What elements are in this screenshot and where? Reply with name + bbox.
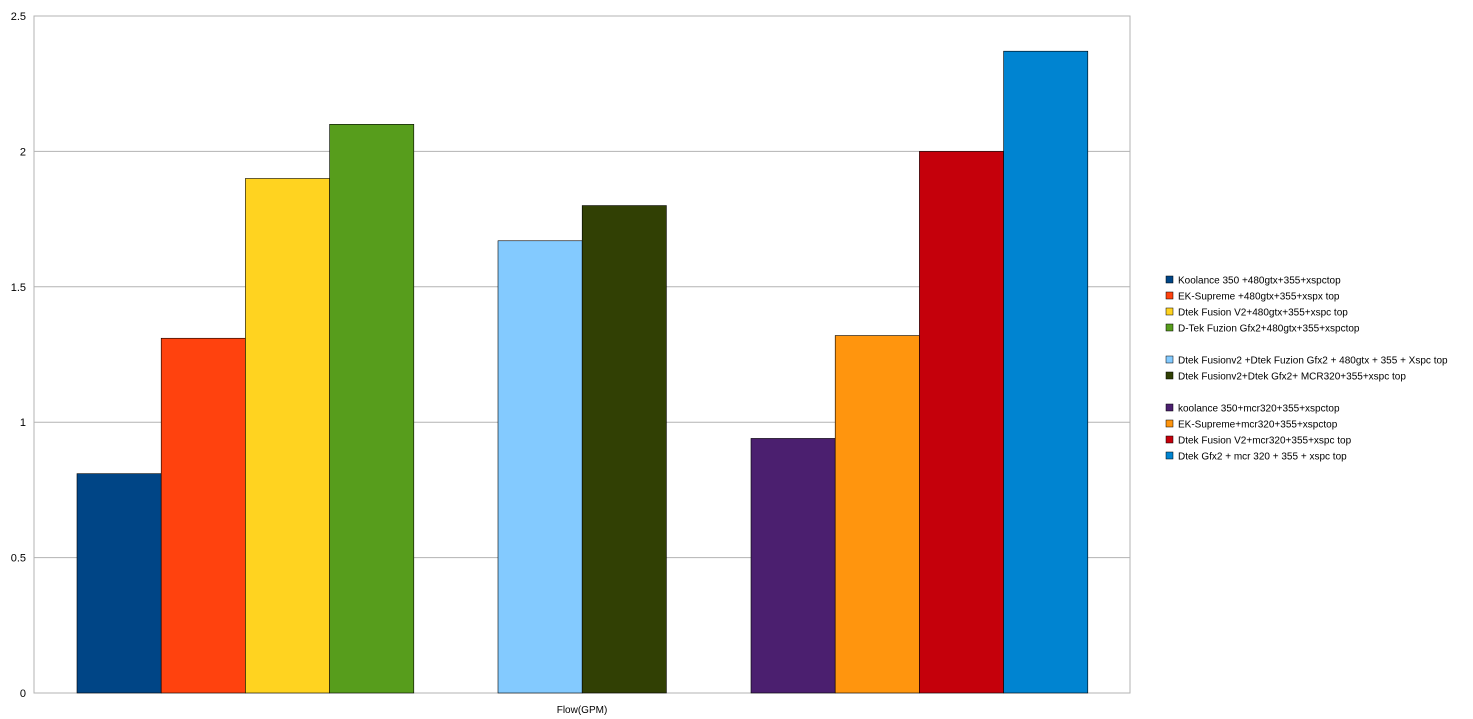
- legend-label: D-Tek Fuzion Gfx2+480gtx+355+xspctop: [1178, 324, 1360, 335]
- y-tick-label: 1.5: [11, 282, 26, 294]
- legend-swatch: [1165, 307, 1174, 316]
- bar: [919, 151, 1004, 694]
- bar: [160, 337, 246, 694]
- legend-label: EK-Supreme+mcr320+355+xspctop: [1178, 420, 1338, 431]
- bar: [329, 124, 415, 694]
- bar: [581, 205, 667, 694]
- legend-label: EK-Supreme +480gtx+355+xspx top: [1178, 292, 1340, 303]
- y-tick-label: 1: [20, 417, 26, 429]
- bar: [834, 335, 920, 694]
- legend: Koolance 350 +480gtx+355+xspctop EK-Supre…: [1165, 275, 1448, 463]
- bar: [750, 438, 836, 694]
- legend-swatch: [1165, 275, 1174, 284]
- y-axis-tick-labels: 0 0.5 1 1.5 2 2.5: [11, 11, 26, 700]
- legend-swatch: [1165, 291, 1174, 300]
- bar: [1003, 50, 1089, 694]
- legend-swatch: [1165, 403, 1174, 412]
- legend-label: Dtek Fusion V2+480gtx+355+xspc top: [1178, 308, 1348, 319]
- y-tick-label: 0: [20, 688, 26, 700]
- bar: [76, 473, 162, 694]
- legend-label: Dtek Fusionv2+Dtek Gfx2+ MCR320+355+xspc…: [1178, 372, 1406, 383]
- x-axis-label: Flow(GPM): [557, 705, 608, 716]
- y-tick-label: 2.5: [11, 11, 26, 23]
- legend-label: Dtek Fusion V2+mcr320+355+xspc top: [1178, 436, 1352, 447]
- bar: [245, 178, 330, 694]
- legend-swatch: [1165, 419, 1174, 428]
- bars: [76, 50, 1089, 694]
- legend-swatch: [1165, 371, 1174, 380]
- y-tick-label: 2: [20, 146, 26, 158]
- y-tick-label: 0.5: [11, 553, 26, 565]
- legend-swatch: [1165, 451, 1174, 460]
- legend-label: koolance 350+mcr320+355+xspctop: [1178, 404, 1340, 415]
- legend-swatch: [1165, 435, 1174, 444]
- legend-swatch: [1165, 355, 1174, 364]
- legend-swatch: [1165, 323, 1174, 332]
- legend-label: Koolance 350 +480gtx+355+xspctop: [1178, 276, 1341, 287]
- legend-label: Dtek Fusionv2 +Dtek Fuzion Gfx2 + 480gtx…: [1178, 356, 1448, 367]
- legend-label: Dtek Gfx2 + mcr 320 + 355 + xspc top: [1178, 452, 1347, 463]
- bar: [497, 240, 583, 694]
